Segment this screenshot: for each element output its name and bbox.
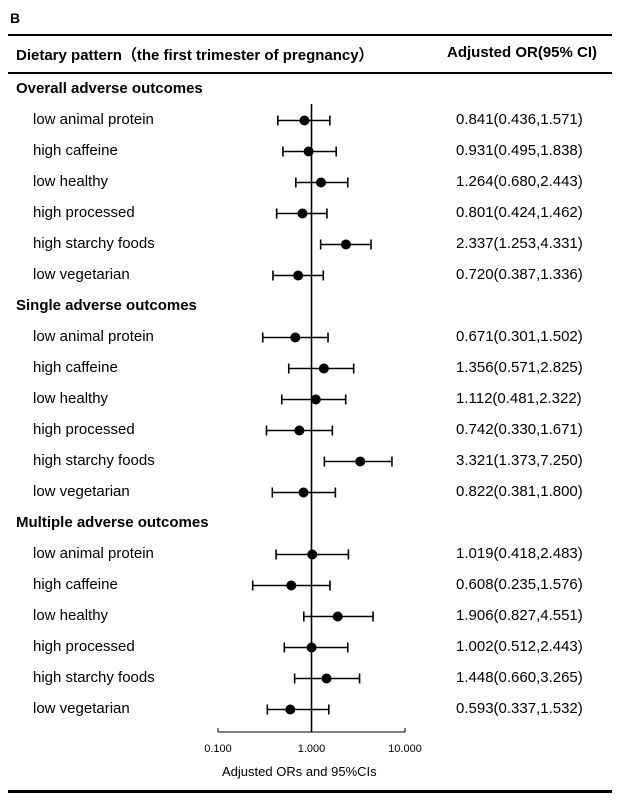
or-value: 0.822(0.381,1.800) [456,483,583,500]
or-point [355,456,366,467]
or-point [316,177,327,188]
or-value: 3.321(1.373,7.250) [456,452,583,469]
panel-label: B [10,10,21,26]
row-label: low healthy [33,390,109,407]
or-point [293,270,304,281]
or-point [310,394,321,405]
or-point [307,549,318,560]
or-point [332,611,343,622]
row-label: low vegetarian [33,700,130,717]
or-point [340,239,351,250]
table-bottom-rule [8,790,612,793]
or-value: 0.608(0.235,1.576) [456,576,583,593]
row-label: low healthy [33,173,109,190]
header-rule [8,72,612,74]
or-value: 1.019(0.418,2.483) [456,545,583,562]
row-label: low animal protein [33,545,154,562]
row-label: high starchy foods [33,235,155,252]
or-point [285,704,296,715]
row-label: high starchy foods [33,452,155,469]
or-value: 2.337(1.253,4.331) [456,235,583,252]
row-label: high caffeine [33,359,118,376]
group-title: Multiple adverse outcomes [16,514,209,531]
x-tick-label: 1.000 [298,743,326,755]
or-value: 1.112(0.481,2.322) [456,390,582,407]
row-label: low animal protein [33,328,154,345]
or-point [303,146,314,157]
row-label: low healthy [33,607,109,624]
row-label: high processed [33,421,135,438]
row-label: low vegetarian [33,266,130,283]
row-label: high processed [33,204,135,221]
row-label: high caffeine [33,576,118,593]
table-top-rule [8,34,612,36]
or-point [290,332,301,343]
or-point [318,363,329,374]
or-value: 1.906(0.827,4.551) [456,607,583,624]
row-label: high starchy foods [33,669,155,686]
row-label: low vegetarian [33,483,130,500]
or-point [306,642,317,653]
or-value: 0.801(0.424,1.462) [456,204,583,221]
or-value: 1.002(0.512,2.443) [456,638,583,655]
x-axis-title: Adjusted ORs and 95%CIs [222,764,377,779]
x-tick-label: 0.100 [204,743,232,755]
or-value: 0.593(0.337,1.532) [456,700,583,717]
or-value: 0.742(0.330,1.671) [456,421,583,438]
group-title: Single adverse outcomes [16,297,197,314]
or-point [294,425,305,436]
group-title: Overall adverse outcomes [16,80,203,97]
or-point [298,487,309,498]
or-value: 0.931(0.495,1.838) [456,142,583,159]
or-value: 0.671(0.301,1.502) [456,328,583,345]
or-value: 0.841(0.436,1.571) [456,111,583,128]
or-point [297,208,308,219]
or-value: 1.264(0.680,2.443) [456,173,583,190]
x-tick-label: 10.000 [388,743,422,755]
or-point [321,673,332,684]
or-point [286,580,297,591]
or-value: 1.356(0.571,2.825) [456,359,583,376]
or-value: 0.720(0.387,1.336) [456,266,583,283]
or-point [299,115,310,126]
or-value: 1.448(0.660,3.265) [456,669,583,686]
row-label: high processed [33,638,135,655]
row-label: low animal protein [33,111,154,128]
row-label: high caffeine [33,142,118,159]
column-header-adjusted-or: Adjusted OR(95% CI) [447,44,598,61]
column-header-dietary-pattern: Dietary pattern（the first trimester of p… [16,47,374,64]
